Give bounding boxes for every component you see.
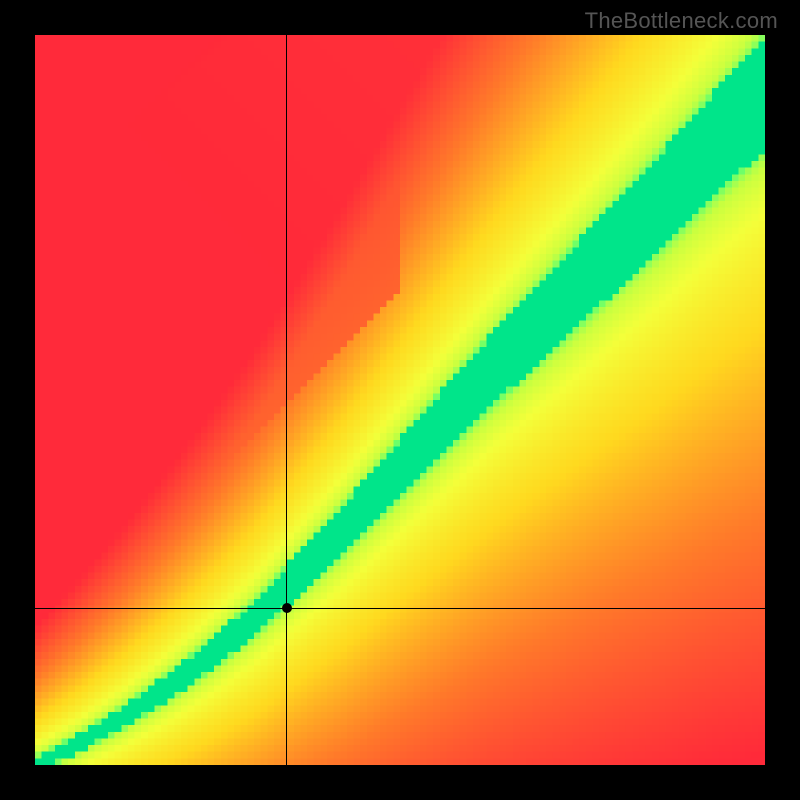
heatmap-canvas [35, 35, 765, 765]
crosshair-vertical [286, 35, 287, 765]
crosshair-horizontal [35, 608, 765, 609]
watermark-text: TheBottleneck.com [585, 8, 778, 34]
marker-dot [282, 603, 292, 613]
plot-frame [35, 35, 765, 765]
heatmap-plot [35, 35, 765, 765]
